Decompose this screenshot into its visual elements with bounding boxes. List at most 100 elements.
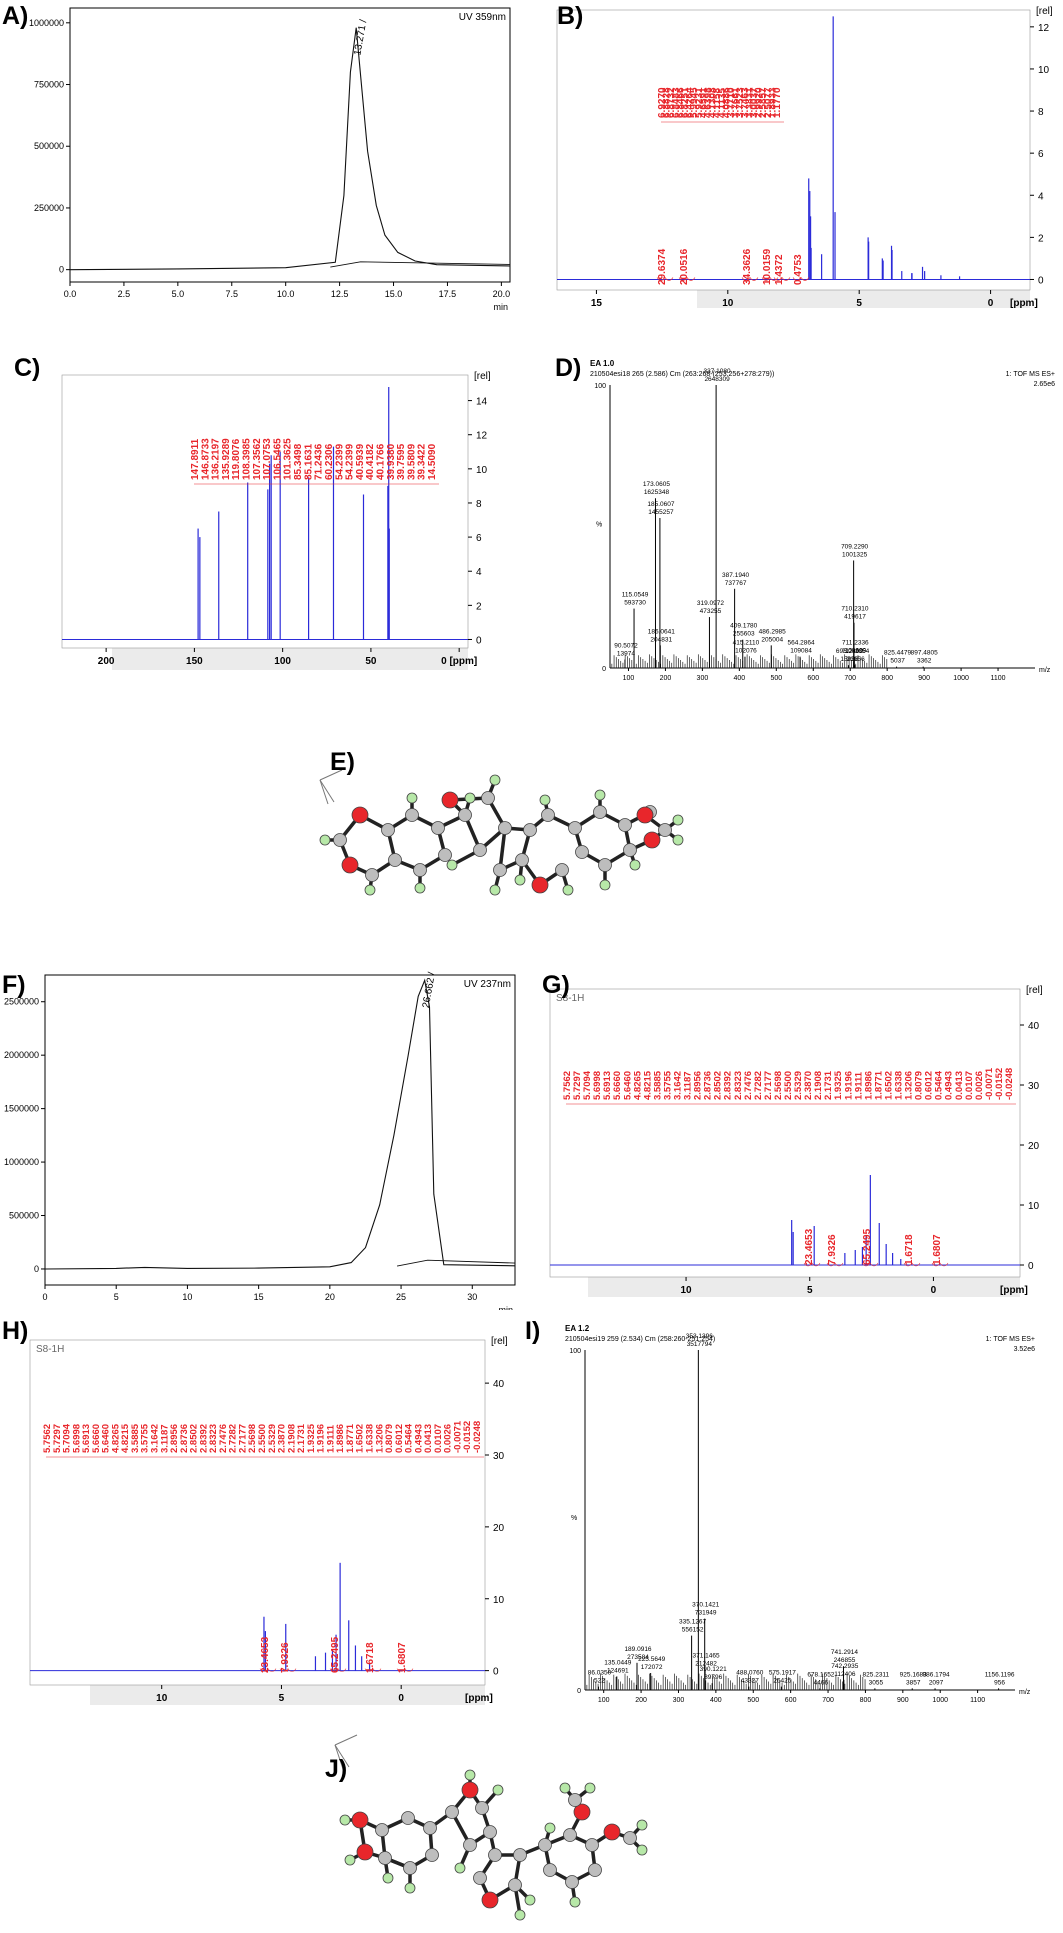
panel-c: C) 0 2 4 6 8 10 12 14 [rel] 200 150 100 50 0 [ppm] 147… [0,350,520,695]
peak-shift-label: 0.5464 [934,1070,945,1100]
y-tick-label: 750000 [34,80,64,90]
peak-shift-label: 3.1642 [673,1071,684,1100]
carbon-atom [473,1871,487,1885]
peak-shift-label: 6.4264 [685,87,696,118]
ms-peak-mz: 135.0449 [604,1659,631,1666]
peak-shift-label: 6.8251 [680,87,691,118]
x-tick-label: 200 [635,1697,647,1704]
peak-shift-label: 1.1770 [772,87,783,118]
ms-peak-intensity: 522 [594,1678,605,1685]
oxygen-atom [356,1843,374,1861]
ms-peak-mz: 415.2110 [733,640,760,647]
hydrogen-atom [569,1896,581,1908]
y-tick-label: 10 [476,465,488,476]
spectrum-title: S8-1H [36,1344,64,1355]
peak-shift-label: 108.3985 [242,438,253,480]
peak-shift-label: 107.3562 [252,438,263,480]
x-tick-label: 1100 [970,1697,985,1704]
carbon-atom [585,1838,599,1852]
ms-header-right-1: 1: TOF MS ES+ [986,1336,1035,1343]
y-tick-label: 500000 [34,141,64,151]
peak-shift-label: 147.8911 [190,438,201,480]
chart-c: 0 2 4 6 8 10 12 14 [rel] 200 150 100 50 0 [ppm] 147.89… [61,371,491,670]
panel-label-c: C) [14,354,41,382]
y-tick-label: 40 [493,1379,505,1390]
peak-shift-label: 0.8079 [914,1071,925,1100]
carbon-atom [623,1831,637,1845]
peak-shift-label: 2.9920 [754,87,765,118]
x-tick-label: 0 [988,298,994,309]
hydrogen-atom [319,834,331,846]
peak-shift-label: 4.8265 [110,1423,121,1453]
panel-label-f: F) [2,971,26,999]
axis-line [319,769,343,781]
plot-frame [29,1339,486,1686]
x-tick-label: 0 [ppm] [441,656,477,667]
peak-shift-label: 0.0107 [433,1424,444,1453]
x-tick-label: 500 [770,675,782,682]
y-tick-label: 40 [1028,1021,1040,1032]
chart-a: 0 250000 500000 750000 1000000 0.0 2.5 5.0 7.5 10… [29,7,511,312]
ms-peak-mz: 1156.1196 [985,1671,1015,1678]
peak-shift-label: 2.1908 [286,1424,297,1453]
panel-label-i: I) [525,1317,541,1345]
peak-shift-label: 5.7094 [582,1070,593,1100]
integral-label: 65.2495 [330,1636,341,1673]
ms-peak-intensity: 3362 [917,658,932,665]
peak-shift-label: 60.2306 [324,443,335,480]
ms-peak-mz: 371.1465 [693,1653,720,1660]
hydrogen-atom [672,834,684,846]
peak-shift-label: 1.6338 [894,1071,905,1100]
peak-shift-label: 1.6502 [355,1424,366,1453]
carbon-atom [498,821,512,835]
panel-f: F) 0 500000 1000000 1500000 2000000 2500000 0 5… [0,965,520,1315]
hydrogen-atom [382,1872,394,1884]
ms-peak-mz: 709.2290 [841,543,868,550]
carbon-atom [593,805,607,819]
x-tick-label: 7.5 [226,289,239,299]
peak-shift-label: 5.6660 [612,1071,623,1100]
carbon-atom [475,1801,489,1815]
integral-label: 7.9326 [280,1642,291,1673]
x-tick-label: 300 [673,1697,685,1704]
peak-shift-label: 2.8736 [703,1071,714,1100]
oxygen-atom [351,1811,369,1829]
peak-shift-label: -0.0071 [452,1420,463,1453]
peak-shift-label: 2.8502 [189,1424,200,1453]
peak-shift-label: 3.5755 [662,1070,673,1100]
ms-peak-mz: 741.2914 [831,1649,858,1656]
ms-peak-intensity: 2097 [929,1679,944,1686]
ms-peak-mz: 564.2864 [787,640,814,647]
peak-shift-label: 39.5809 [406,443,417,480]
y-tick-label: 20 [493,1523,505,1534]
x-axis-label: [ppm] [465,1693,493,1704]
ms-peak-mz: 742.2935 [831,1663,858,1670]
axis-line [334,1734,358,1746]
ms-peak-intensity: 556152 [682,1627,704,1634]
x-tick-label: 5 [279,1693,285,1704]
ms-peak-intensity: 124691 [607,1667,629,1674]
y-tick-label: 0 [1028,1261,1034,1272]
y-tick-label: 0 [59,265,64,275]
peak-shift-label: 6.9270 [657,87,668,118]
peak-shift-label: 1.9196 [316,1424,327,1453]
y-tick-label: 0 [476,635,482,646]
peak-shift-label: 2.5500 [257,1424,268,1453]
peak-shift-label: 5.7297 [572,1071,583,1100]
x-tick-label: 200 [98,656,115,667]
ms-peak-mz: 370.1421 [692,1602,719,1609]
peak-shift-label: 119.8076 [231,438,242,480]
plot-frame [69,7,511,283]
ms-peak-intensity: 21656 [847,656,865,663]
peak-shift-label: -0.0248 [1004,1068,1015,1100]
y-tick-label: 8 [1038,107,1044,118]
integral-label: 34.3626 [742,248,753,285]
peak-shift-label: 0.6012 [394,1424,405,1453]
ms-peak-intensity: 2648309 [704,376,730,383]
x-tick-label: 1000 [932,1697,948,1704]
carbon-atom [541,808,555,822]
x-tick-label: 100 [274,656,291,667]
integral-label: 29.6374 [657,248,668,285]
hydrogen-atom [629,859,641,871]
x-tick-label: 1100 [991,675,1006,682]
